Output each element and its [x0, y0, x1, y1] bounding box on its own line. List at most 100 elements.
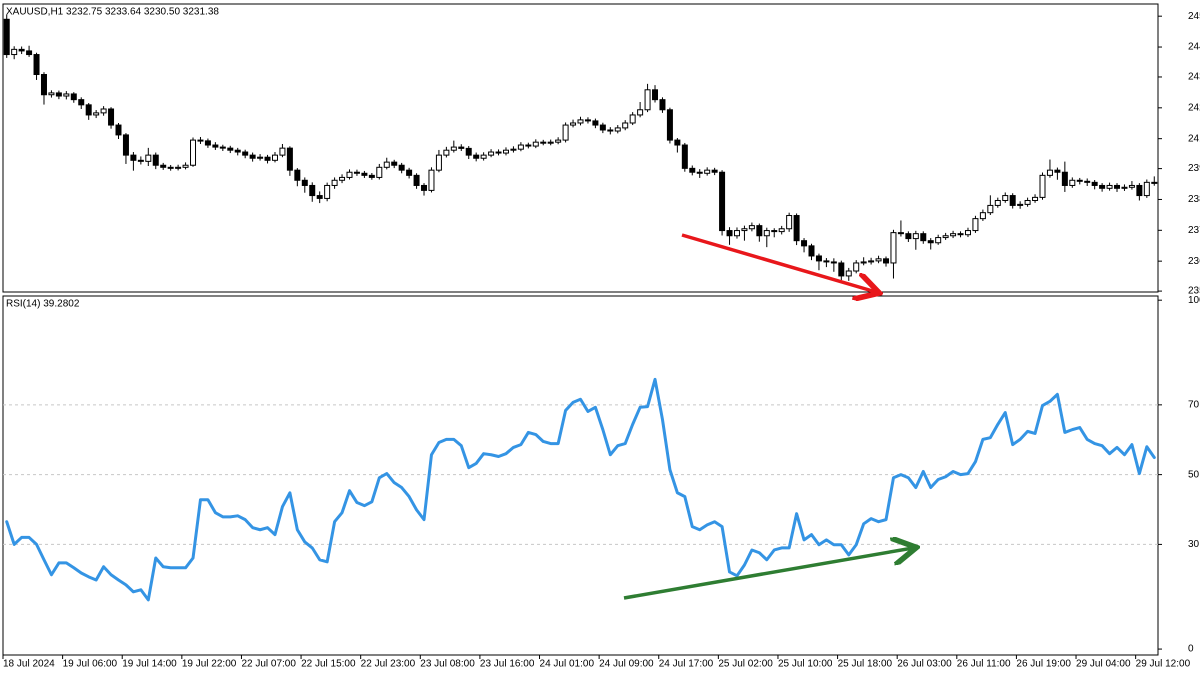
candle-body	[1099, 184, 1106, 189]
y-tick-label: 2434.15	[1188, 72, 1200, 83]
x-tick-label: 22 Jul 15:00	[301, 659, 356, 670]
candle-body	[883, 258, 890, 264]
candle-body	[11, 48, 18, 56]
candle-body	[1054, 169, 1061, 173]
candle-body	[234, 149, 241, 153]
candle-body	[1143, 181, 1150, 197]
candle-body	[897, 232, 904, 235]
candle-body	[555, 139, 562, 143]
candle-body	[562, 124, 569, 141]
candle-body	[570, 122, 577, 126]
candle-body	[406, 169, 413, 176]
rsi-title: RSI(14) 39.2802	[6, 299, 80, 310]
candle-body	[875, 258, 882, 262]
candle-body	[733, 230, 740, 237]
candle-body	[391, 161, 398, 166]
candle-body	[964, 230, 971, 236]
x-tick-label: 22 Jul 23:00	[361, 659, 416, 670]
candle-body	[428, 169, 435, 191]
candle-body	[346, 171, 353, 178]
candle-body	[480, 154, 487, 159]
candle-body	[1136, 184, 1143, 197]
candle-body	[801, 240, 808, 247]
x-tick-label: 26 Jul 03:00	[897, 659, 952, 670]
candle-body	[204, 140, 211, 146]
candle-body	[18, 48, 25, 52]
candle-body	[957, 233, 964, 236]
candle-body	[227, 147, 234, 151]
candle-body	[741, 228, 748, 232]
candle-body	[771, 230, 778, 233]
y-tick-label: 100	[1188, 295, 1200, 306]
candle-body	[622, 122, 629, 129]
y-tick-label: 70	[1188, 399, 1200, 410]
candle-body	[152, 154, 159, 166]
candle-body	[808, 245, 815, 257]
candle-body	[629, 114, 636, 124]
candle-body	[994, 199, 1001, 206]
candle-body	[830, 261, 837, 264]
candle-body	[435, 154, 442, 171]
candle-body	[1032, 196, 1039, 201]
candle-body	[40, 74, 47, 96]
candle-body	[674, 139, 681, 146]
candle-body	[100, 108, 107, 114]
x-tick-label: 19 Jul 22:00	[182, 659, 237, 670]
candle-body	[912, 233, 919, 240]
candle-body	[309, 184, 316, 197]
x-tick-label: 18 Jul 2024	[3, 659, 55, 670]
candle-body	[890, 232, 897, 264]
y-tick-label: 2445.70	[1188, 42, 1200, 53]
y-tick-label: 0	[1188, 644, 1194, 655]
candle-body	[1076, 179, 1083, 182]
candle-body	[495, 151, 502, 154]
candle-body	[175, 166, 182, 169]
trend-arrow	[681, 233, 876, 292]
candle-body	[398, 164, 405, 171]
candle-body	[689, 167, 696, 173]
candle-body	[279, 147, 286, 156]
x-tick-label: 23 Jul 16:00	[480, 659, 535, 670]
candle-body	[465, 147, 472, 156]
rsi-line	[5, 377, 1156, 602]
candle-body	[85, 104, 92, 116]
candle-body	[614, 127, 621, 132]
y-tick-label: 2363.10	[1188, 256, 1200, 267]
x-tick-label: 23 Jul 08:00	[420, 659, 475, 670]
candle-body	[78, 99, 85, 106]
candle-body	[339, 176, 346, 181]
candle-body	[301, 179, 308, 186]
candle-body	[748, 225, 755, 230]
x-tick-label: 29 Jul 04:00	[1076, 659, 1131, 670]
candle-body	[1106, 184, 1113, 189]
x-tick-label: 29 Jul 12:00	[1136, 659, 1191, 670]
candle-body	[711, 169, 718, 173]
candle-body	[286, 147, 293, 171]
y-tick-label: 30	[1188, 539, 1200, 550]
candle-body	[681, 144, 688, 169]
candle-body	[547, 141, 554, 144]
candle-body	[190, 139, 197, 166]
candle-body	[115, 124, 122, 136]
y-tick-label: 2398.80	[1188, 163, 1200, 174]
candle-body	[488, 151, 495, 156]
candle-body	[257, 156, 264, 159]
candle-body	[264, 156, 271, 161]
candle-body	[935, 237, 942, 244]
candle-body	[950, 233, 957, 237]
trend-arrow	[623, 548, 913, 600]
candle-body	[1128, 184, 1135, 188]
candle-body	[979, 212, 986, 220]
candle-body	[666, 109, 673, 141]
y-tick-label: 2375.00	[1188, 225, 1200, 236]
candle-body	[972, 218, 979, 232]
candle-body	[756, 225, 763, 237]
candle-body	[592, 120, 599, 126]
candle-body	[458, 146, 465, 149]
candle-body	[853, 262, 860, 272]
candle-body	[137, 159, 144, 162]
candle-body	[33, 54, 40, 76]
candle-body	[1114, 184, 1121, 189]
candle-body	[815, 255, 822, 262]
price-layer	[3, 14, 1158, 281]
